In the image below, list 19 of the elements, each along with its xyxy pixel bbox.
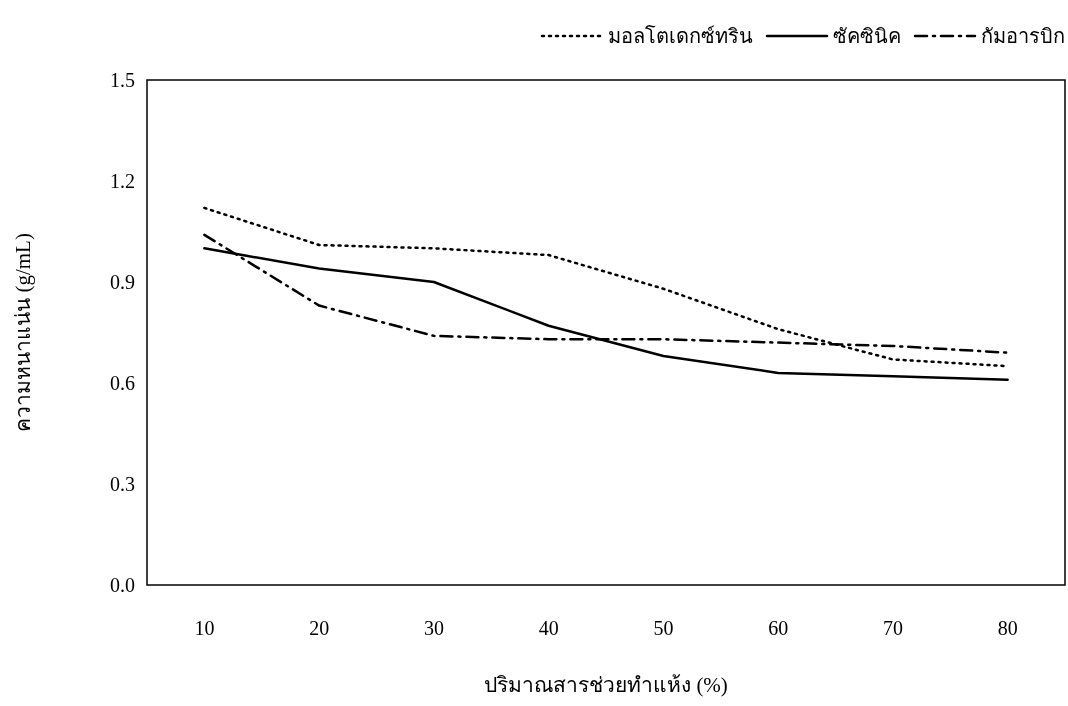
legend-label: กัมอารบิก: [981, 25, 1065, 47]
x-tick-label: 60: [768, 617, 789, 639]
legend-label: ซัคซินิค: [833, 25, 901, 47]
x-tick-label: 10: [194, 617, 215, 639]
y-tick-label: 0.0: [110, 574, 135, 596]
x-tick-label: 80: [997, 617, 1018, 639]
y-tick-label: 1.2: [110, 170, 135, 192]
x-tick-label: 70: [882, 617, 903, 639]
legend-label: มอลโตเดกซ์ทริน: [608, 25, 753, 47]
x-tick-label: 30: [423, 617, 444, 639]
x-tick-label: 40: [538, 617, 559, 639]
y-tick-label: 0.3: [110, 473, 135, 495]
x-tick-label: 50: [653, 617, 674, 639]
y-axis-title: ความหนาแน่น (g/mL): [11, 233, 35, 432]
y-tick-label: 0.6: [110, 372, 135, 394]
x-tick-label: 20: [309, 617, 330, 639]
x-axis-title: ปริมาณสารช่วยทำแห้ง (%): [484, 673, 728, 697]
y-tick-label: 0.9: [110, 271, 135, 293]
y-tick-label: 1.5: [110, 69, 135, 91]
